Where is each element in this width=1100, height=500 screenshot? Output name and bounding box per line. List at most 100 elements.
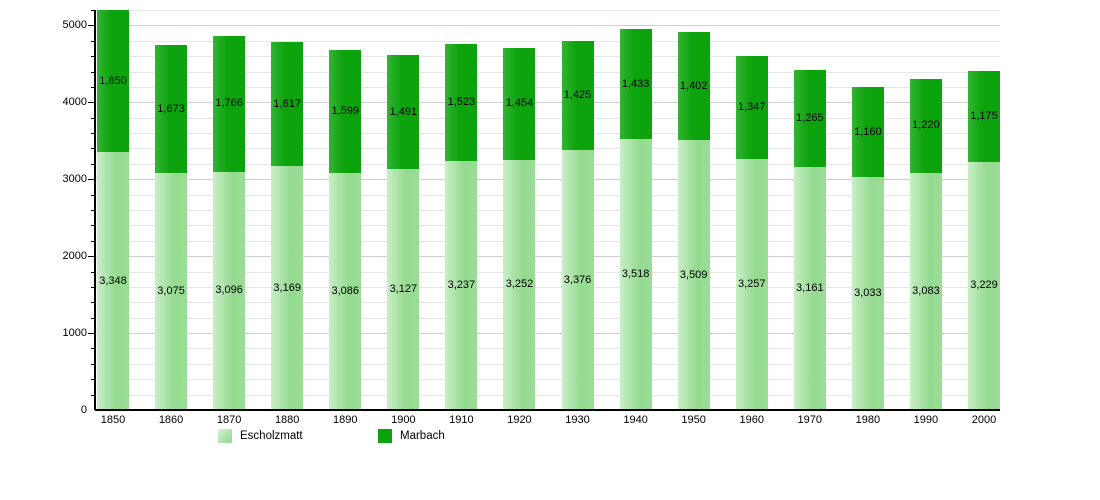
gridline-4000 <box>95 102 1000 104</box>
x-axis-label-1870: 1870 <box>216 414 242 426</box>
legend-item-marbach: Marbach <box>378 428 445 444</box>
y-tick-5000 <box>88 25 95 27</box>
bar-segment-marbach-1970: 1,265 <box>793 69 826 167</box>
bar-segment-escholzmatt-1970: 3,161 <box>793 166 826 410</box>
x-axis-label-1950: 1950 <box>681 414 706 426</box>
bar-segment-marbach-1960: 1,347 <box>735 55 768 160</box>
gridline-4600 <box>95 56 1000 58</box>
bar-value-escholzmatt-1940: 3,518 <box>621 268 650 281</box>
bar-value-marbach-1960: 1,347 <box>737 101 766 114</box>
bar-value-marbach-1940: 1,433 <box>621 77 650 90</box>
y-axis-label-5000: 5000 <box>62 18 87 31</box>
bar-value-marbach-1910: 1,523 <box>447 95 476 108</box>
bar-segment-escholzmatt-1920: 3,252 <box>503 159 536 410</box>
y-tick-600 <box>91 363 95 365</box>
x-axis-label-1930: 1930 <box>565 414 590 426</box>
bar-value-marbach-1950: 1,402 <box>679 79 708 92</box>
y-tick-2200 <box>91 240 95 242</box>
y-axis-label-2000: 2000 <box>62 249 87 262</box>
bar-value-marbach-1930: 1,425 <box>563 88 592 101</box>
bar-value-escholzmatt-1870: 3,096 <box>215 284 243 297</box>
y-axis-label-1000: 1000 <box>62 326 87 339</box>
gridline-1000 <box>95 333 1000 335</box>
y-tick-4600 <box>91 56 95 58</box>
y-tick-1000 <box>88 333 95 335</box>
bar-segment-escholzmatt-1950: 3,509 <box>677 140 710 410</box>
bar-segment-escholzmatt-1910: 3,237 <box>445 161 478 410</box>
bar-value-escholzmatt-1960: 3,257 <box>737 278 766 291</box>
legend: Escholzmatt Marbach <box>0 428 1100 448</box>
bar-value-escholzmatt-1890: 3,086 <box>331 284 360 297</box>
gridline-5200 <box>95 10 1000 11</box>
bar-value-marbach-1970: 1,265 <box>796 111 824 124</box>
bar-segment-marbach-1870: 1,766 <box>213 36 246 172</box>
bar-segment-marbach-1990: 1,220 <box>909 79 942 173</box>
y-tick-4000 <box>88 102 95 104</box>
gridline-2200 <box>95 240 1000 242</box>
bar-segment-marbach-1850: 1,850 <box>97 10 129 153</box>
y-tick-1800 <box>91 271 95 273</box>
gridline-4800 <box>95 40 1000 42</box>
y-tick-4200 <box>91 86 95 88</box>
bar-value-marbach-1990: 1,220 <box>912 119 940 132</box>
bar-segment-marbach-1930: 1,425 <box>561 40 594 151</box>
y-tick-2800 <box>91 194 95 196</box>
y-axis-label-0: 0 <box>80 403 87 416</box>
legend-item-escholzmatt: Escholzmatt <box>218 428 303 444</box>
gridline-1400 <box>95 302 1000 304</box>
y-axis-label-4000: 4000 <box>62 95 87 108</box>
y-tick-5200 <box>91 10 95 11</box>
bar-value-escholzmatt-1980: 3,033 <box>854 286 882 299</box>
y-tick-2400 <box>91 225 95 227</box>
bar-value-marbach-1880: 1,617 <box>273 97 301 110</box>
bar-segment-marbach-1940: 1,433 <box>619 29 652 140</box>
y-tick-2000 <box>88 256 95 258</box>
bar-value-marbach-1850: 1,850 <box>99 74 127 87</box>
bar-segment-escholzmatt-1880: 3,169 <box>271 166 304 410</box>
marbach-swatch-icon <box>378 429 392 443</box>
bar-value-escholzmatt-2000: 3,229 <box>970 279 998 292</box>
bar-segment-escholzmatt-1930: 3,376 <box>561 150 594 410</box>
gridline-1800 <box>95 271 1000 273</box>
bar-value-escholzmatt-1990: 3,083 <box>912 284 940 297</box>
bar-segment-marbach-2000: 1,175 <box>968 71 1000 162</box>
gridline-2800 <box>95 194 1000 196</box>
bar-segment-marbach-1900: 1,491 <box>387 54 420 170</box>
x-axis-label-1860: 1860 <box>158 414 184 426</box>
bar-segment-marbach-1910: 1,523 <box>445 43 478 161</box>
bar-value-escholzmatt-1860: 3,075 <box>157 285 185 298</box>
y-tick-400 <box>91 379 95 381</box>
x-axis-label-1850: 1850 <box>100 414 126 426</box>
x-axis-label-1940: 1940 <box>623 414 648 426</box>
bar-value-marbach-1900: 1,491 <box>389 105 418 118</box>
x-axis-label-1990: 1990 <box>913 414 939 426</box>
legend-label-escholzmatt: Escholzmatt <box>240 430 303 442</box>
bar-value-escholzmatt-1920: 3,252 <box>505 278 534 291</box>
bar-value-escholzmatt-1930: 3,376 <box>563 273 592 286</box>
bar-segment-escholzmatt-1890: 3,086 <box>329 172 362 410</box>
bar-value-marbach-1870: 1,766 <box>215 97 243 110</box>
bar-segment-marbach-1980: 1,160 <box>851 87 884 177</box>
y-tick-3600 <box>91 133 95 135</box>
y-tick-1600 <box>91 286 95 288</box>
bar-value-marbach-1920: 1,454 <box>505 97 534 110</box>
y-tick-200 <box>91 394 95 396</box>
y-tick-1200 <box>91 317 95 319</box>
gridline-3600 <box>95 133 1000 135</box>
bar-value-marbach-1890: 1,599 <box>331 104 360 117</box>
x-axis-label-1910: 1910 <box>449 414 474 426</box>
y-tick-3000 <box>88 179 95 181</box>
bar-value-marbach-2000: 1,175 <box>970 109 998 122</box>
bar-value-escholzmatt-1950: 3,509 <box>679 268 708 281</box>
bar-segment-escholzmatt-1900: 3,127 <box>387 169 420 410</box>
gridline-3400 <box>95 148 1000 150</box>
x-axis-label-1970: 1970 <box>797 414 823 426</box>
gridline-800 <box>95 348 1000 350</box>
x-axis-label-1960: 1960 <box>739 414 764 426</box>
y-tick-4800 <box>91 40 95 42</box>
legend-label-marbach: Marbach <box>400 430 445 442</box>
bar-segment-escholzmatt-1960: 3,257 <box>735 159 768 410</box>
gridline-1600 <box>95 286 1000 288</box>
bar-segment-escholzmatt-1980: 3,033 <box>851 176 884 410</box>
gridline-2400 <box>95 225 1000 227</box>
